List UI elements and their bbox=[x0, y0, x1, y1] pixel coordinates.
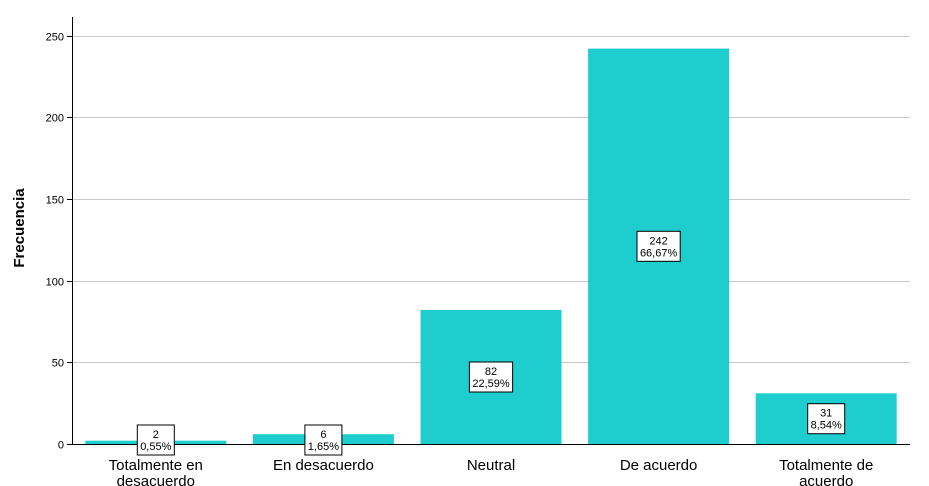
x-tick-label: De acuerdo bbox=[620, 457, 698, 474]
data-label: 61,65% bbox=[304, 424, 343, 456]
data-label-box bbox=[136, 424, 175, 456]
data-label-box bbox=[807, 403, 846, 435]
y-tick-label: 50 bbox=[52, 358, 64, 370]
y-tick-label: 150 bbox=[46, 195, 64, 207]
y-tick-label: 250 bbox=[46, 32, 64, 44]
x-tick-label: Totalmente de acuerdo bbox=[779, 457, 873, 486]
gridlines bbox=[72, 36, 910, 363]
data-label-percent: 66,67% bbox=[640, 247, 678, 259]
y-tick-label: 0 bbox=[58, 440, 64, 452]
x-tick-label: Neutral bbox=[467, 457, 515, 474]
data-label-percent: 0,55% bbox=[140, 441, 171, 453]
data-label-box bbox=[636, 230, 681, 262]
category-labels: Totalmente en desacuerdo En desacuerdo Neut… bbox=[109, 457, 874, 486]
data-label-count: 242 bbox=[649, 235, 667, 247]
x-tick-label: Totalmente en desacuerdo bbox=[109, 457, 203, 486]
data-label-count: 2 bbox=[153, 429, 159, 441]
data-label-count: 82 bbox=[485, 366, 497, 378]
data-label-percent: 1,65% bbox=[308, 441, 339, 453]
y-tick-label: 200 bbox=[46, 113, 64, 125]
data-label-box bbox=[304, 424, 343, 456]
y-tick-label: 100 bbox=[46, 277, 64, 289]
data-label-percent: 8,54% bbox=[811, 420, 842, 432]
data-label-percent: 22,59% bbox=[472, 378, 510, 390]
data-label-count: 6 bbox=[320, 429, 326, 441]
x-tick-label: En desacuerdo bbox=[273, 457, 374, 474]
data-label-count: 31 bbox=[820, 408, 832, 420]
axes bbox=[72, 17, 910, 445]
y-ticks: 0 50 100 150 200 250 bbox=[46, 32, 72, 452]
data-label: 318,54% bbox=[807, 403, 846, 435]
data-label: 20,55% bbox=[136, 424, 175, 456]
data-label-box bbox=[468, 361, 514, 393]
y-axis-title: Frecuencia bbox=[11, 188, 28, 268]
